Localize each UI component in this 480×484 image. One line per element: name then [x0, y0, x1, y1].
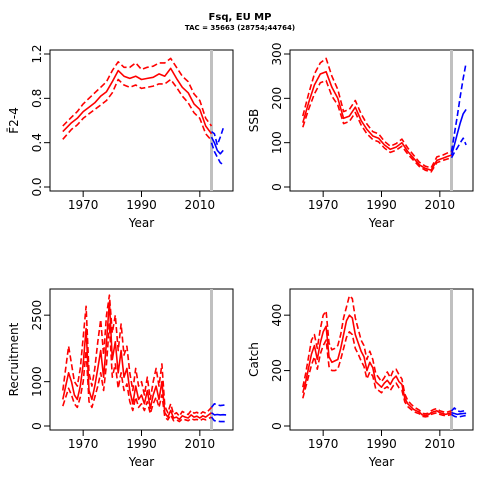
x-tick-label: 1990: [366, 198, 397, 212]
series-projection-median: [450, 108, 467, 156]
y-tick-label: 1.2: [30, 44, 44, 63]
panel-f: 1970 1990 2010 0.0 0.4 0.8 1.2 Year F̄2-4: [7, 44, 234, 230]
series-history-upper: [62, 294, 213, 418]
series-history-upper: [302, 57, 452, 169]
y-tick-label: 200: [270, 359, 284, 382]
x-axis-label: Year: [128, 216, 154, 230]
series-history-lower: [302, 79, 452, 173]
series-projection-median: [210, 136, 224, 155]
y-tick-label: 200: [270, 87, 284, 110]
series-projection-lower: [210, 142, 224, 166]
series-history-median: [302, 314, 452, 417]
y-axis-label: SSB: [247, 109, 261, 132]
x-tick-label: 1990: [366, 437, 397, 451]
x-axis-label: Year: [368, 455, 394, 469]
figure-title: Fsq, EU MP: [209, 12, 272, 23]
y-tick-label: 300: [270, 43, 284, 66]
x-axis-label: Year: [128, 455, 154, 469]
y-axis-label: Recruitment: [7, 322, 21, 396]
series-history-lower: [302, 330, 452, 418]
series-projection-median: [211, 412, 227, 416]
series-projection-upper: [450, 407, 467, 413]
series-history-lower: [62, 323, 212, 423]
series-projection-upper: [211, 128, 224, 146]
series-history-upper: [62, 57, 213, 127]
y-axis-label: F̄2-4: [7, 107, 21, 134]
series-projection-lower: [450, 137, 467, 159]
y-tick-label: 0: [270, 422, 284, 430]
y-tick-label: 100: [270, 131, 284, 154]
x-tick-label: 2010: [425, 198, 456, 212]
figure-subtitle: TAC = 35663 (28754;44764): [185, 24, 295, 32]
panel-frame: [289, 49, 474, 192]
panel-frame: [49, 288, 234, 431]
series-history-lower: [62, 78, 213, 141]
x-tick-label: 1970: [68, 437, 99, 451]
y-tick-label: 400: [270, 304, 284, 327]
y-tick-label: 0.0: [30, 177, 44, 196]
y-axis-label: Catch: [247, 342, 261, 377]
x-tick-label: 2010: [185, 437, 216, 451]
x-tick-label: 1970: [308, 437, 339, 451]
series-history-median: [62, 67, 213, 135]
y-tick-label: 0: [30, 422, 44, 430]
y-tick-label: 0.8: [30, 89, 44, 108]
y-tick-label: 2500: [30, 300, 44, 331]
x-tick-label: 1990: [126, 198, 157, 212]
y-tick-label: 0: [270, 183, 284, 191]
series-history-upper: [302, 294, 452, 415]
x-tick-label: 1970: [68, 198, 99, 212]
series-history-median: [62, 301, 212, 421]
series-projection-lower: [451, 413, 467, 418]
x-tick-label: 2010: [185, 198, 216, 212]
y-tick-label: 1000: [30, 366, 44, 397]
x-axis-label: Year: [368, 216, 394, 230]
x-tick-label: 1970: [308, 198, 339, 212]
series-projection-median: [451, 411, 467, 416]
panel-ssb: 1970 1990 2010 0 100 200 300 Year SSB: [247, 43, 474, 230]
series-projection-lower: [210, 416, 227, 423]
series-projection-upper: [450, 62, 467, 152]
y-tick-label: 0.4: [30, 133, 44, 152]
panel-frame: [49, 49, 234, 192]
panel-rec: 1970 1990 2010 0 1000 2500 Year Recruitment: [7, 288, 234, 469]
series-history-median: [302, 70, 452, 171]
series-projection-upper: [210, 402, 227, 408]
panel-catch: 1970 1990 2010 0 200 400 Year Catch: [247, 288, 474, 469]
x-tick-label: 1990: [126, 437, 157, 451]
x-tick-label: 2010: [425, 437, 456, 451]
